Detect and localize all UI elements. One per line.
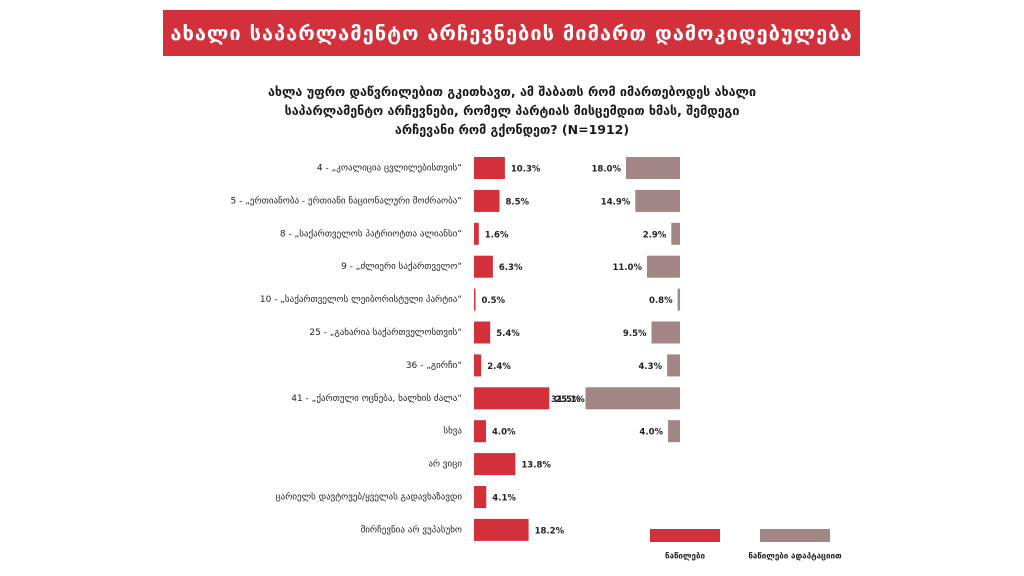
bar bbox=[474, 518, 529, 541]
bar bbox=[474, 486, 487, 508]
value-label: 13.8% bbox=[521, 461, 551, 471]
chart-subtitle: ახლა უფრო დაწვრილებით გკითხავთ, ამ შაბათ… bbox=[267, 84, 757, 137]
category-label: 10 - „საქართველოს ლეიბორისტული პარტია“ bbox=[260, 294, 462, 305]
value-label: 18.2% bbox=[535, 526, 565, 536]
value-label: 1.6% bbox=[485, 230, 509, 240]
bar bbox=[474, 222, 479, 245]
value-label: 10.3% bbox=[511, 165, 541, 175]
category-label: 25 - „გახარია საქართველოსთვის“ bbox=[309, 327, 462, 338]
bar bbox=[677, 288, 680, 311]
category-label: 8 - „საქართველოს პატრიოტთა ალიანსი“ bbox=[280, 228, 462, 239]
legend-label: ნაწილები bbox=[665, 552, 705, 561]
bar bbox=[474, 189, 500, 212]
category-label: 4 - „კოალიცია ცვლილებისთვის“ bbox=[317, 163, 462, 174]
category-label: სხვა bbox=[443, 426, 462, 437]
bar bbox=[635, 189, 680, 212]
category-label: 9 - „ძლიერი საქართველო“ bbox=[341, 261, 462, 272]
category-label: 36 - „გირჩი“ bbox=[406, 360, 462, 371]
legend-swatch bbox=[760, 529, 830, 542]
bar bbox=[585, 387, 680, 410]
bar bbox=[474, 255, 493, 278]
bar bbox=[474, 354, 482, 377]
category-label: ცარიელს დავტოვებ/ყველას გადავხაზავდი bbox=[275, 492, 462, 503]
value-label: 2.9% bbox=[643, 230, 667, 240]
category-label: 5 - „ერთიანობა - ერთიანი ნაციონალური მოძ… bbox=[231, 195, 462, 206]
value-label: 4.0% bbox=[492, 428, 516, 438]
bar bbox=[474, 387, 550, 410]
value-label: 4.3% bbox=[639, 362, 663, 372]
category-label: არ ვიცი bbox=[428, 459, 462, 470]
value-label: 25.1% bbox=[555, 395, 585, 405]
value-label: 5.4% bbox=[496, 329, 520, 339]
value-label: 31.5% bbox=[551, 395, 581, 405]
value-label: 4.0% bbox=[639, 428, 663, 438]
chart-title: ახალი საპარლამენტო არჩევნების მიმართ დამ… bbox=[163, 10, 860, 56]
legend-label: ნაწილები ადაპტაციით bbox=[748, 552, 842, 561]
bar bbox=[651, 321, 680, 344]
legend-swatch bbox=[650, 529, 720, 542]
bar bbox=[474, 288, 476, 311]
bar bbox=[626, 157, 680, 179]
value-label: 18.0% bbox=[592, 165, 622, 175]
bar bbox=[647, 255, 680, 278]
value-label: 14.9% bbox=[601, 197, 631, 207]
value-label: 6.3% bbox=[499, 263, 523, 273]
bar bbox=[668, 420, 680, 443]
value-label: 9.5% bbox=[623, 329, 647, 339]
bar bbox=[671, 222, 680, 245]
value-label: 2.4% bbox=[487, 362, 511, 372]
bar bbox=[474, 321, 491, 344]
bar bbox=[474, 453, 516, 476]
bar bbox=[474, 157, 505, 179]
bar bbox=[667, 354, 680, 377]
value-label: 0.5% bbox=[482, 296, 506, 306]
bar bbox=[474, 420, 486, 443]
value-label: 0.8% bbox=[649, 296, 673, 306]
category-label: მირჩევნია არ ვუპასუხო bbox=[361, 524, 462, 535]
category-label: 41 - „ქართული ოცნება, ხალხის ძალა“ bbox=[291, 393, 462, 404]
value-label: 4.1% bbox=[492, 494, 516, 504]
value-label: 8.5% bbox=[506, 197, 530, 207]
value-label: 11.0% bbox=[613, 263, 643, 273]
